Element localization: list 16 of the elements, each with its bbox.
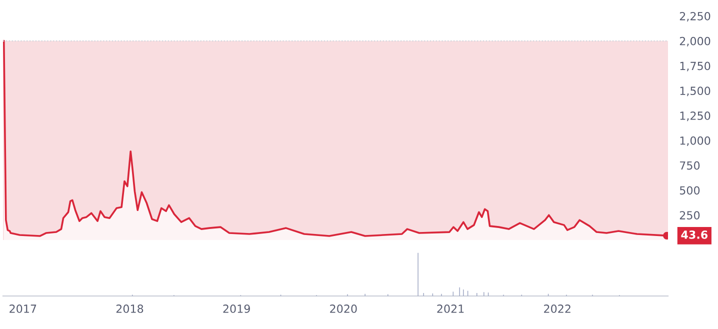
y-tick-label: 1,500 [680,86,710,96]
y-tick-label: 750 [680,161,700,170]
x-tick-label: 2017 [10,304,36,313]
annotation: 43.6 [681,230,708,239]
x-tick-label: 2019 [223,304,250,313]
y-tick-label: 250 [680,211,700,220]
x-tick-label: 2020 [330,304,357,313]
x-tick-label: 2022 [544,304,570,313]
y-tick-label: 1,750 [680,62,710,72]
y-tick-label: 2,250 [680,12,710,22]
x-tick-label: 2021 [437,304,464,313]
y-tick-label: 500 [680,186,700,195]
y-tick-label: 2,000 [680,36,710,46]
y-tick-label: 1,000 [680,136,710,146]
x-tick-label: 2018 [116,304,144,313]
y-tick-label: 1,250 [680,112,710,122]
